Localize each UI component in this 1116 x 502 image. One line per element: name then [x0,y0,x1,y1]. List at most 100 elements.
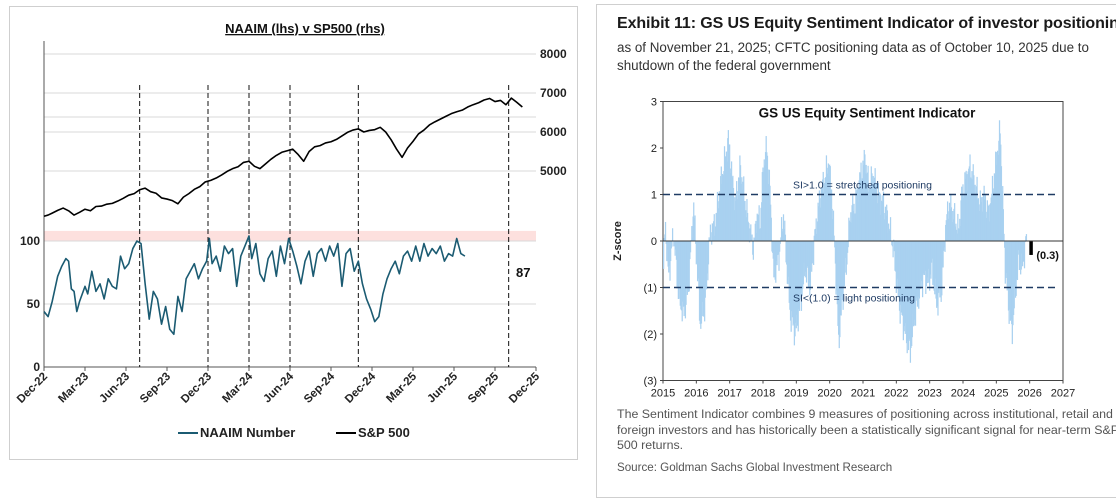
sentiment-bar [737,191,739,241]
x-tick-label: 2025 [984,388,1008,400]
sentiment-bar [945,224,947,241]
y-right-tick-label: 5000 [540,164,567,178]
sentiment-bar [1002,186,1004,241]
sentiment-bar [739,165,742,241]
sentiment-bar [943,241,946,248]
sentiment-bar [1019,241,1021,264]
sentiment-bar [670,241,672,249]
sentiment-bar [1005,241,1008,274]
sentiment-bar [835,241,837,295]
sentiment-bar [921,241,924,298]
sentiment-bar [859,174,862,241]
sentiment-bar [771,241,774,253]
sentiment-bar [757,214,759,241]
sentiment-bar [925,241,927,294]
sentiment-bar [994,174,996,241]
sentiment-bar [973,193,976,241]
sentiment-bar [939,241,942,289]
sentiment-bar [677,241,679,300]
sentiment-bar [669,241,671,281]
sentiment-bar [950,207,953,241]
sentiment-bar [896,241,898,290]
sentiment-bar [964,172,966,241]
sentiment-bar [966,190,969,241]
sentiment-bar [763,171,765,241]
sentiment-bar [830,189,833,241]
sentiment-bar [980,201,983,241]
sentiment-bar [673,241,675,247]
sentiment-bar [682,241,684,302]
sentiment-bar [820,187,822,241]
sentiment-bar [818,190,821,241]
sentiment-bar [713,221,715,241]
sentiment-bar [991,175,994,241]
sentiment-bar [978,204,980,241]
sentiment-bar [733,210,735,241]
sentiment-bar [1014,241,1017,298]
sentiment-bar [779,241,781,252]
sentiment-bar [802,241,804,285]
sentiment-bar [877,183,879,241]
x-tick-label: Dec-22 [15,371,50,406]
sentiment-bar [904,241,906,327]
sentiment-bar [1024,241,1026,243]
sentiment-bar [830,189,832,241]
sentiment-bar [700,241,703,324]
sentiment-bar [721,183,723,241]
x-tick-label: 2019 [784,388,808,400]
sentiment-bar [829,166,831,241]
sentiment-bar [695,241,697,244]
sentiment-bar [728,144,730,241]
sentiment-bar [870,166,872,241]
sentiment-bar [752,241,754,260]
x-tick-label: 2021 [851,388,875,400]
sentiment-bar [845,241,847,275]
sentiment-bar [843,241,846,286]
sentiment-bar [707,241,710,265]
sentiment-bar [995,152,997,241]
x-tick-label: 2015 [651,388,675,400]
sentiment-bar [888,223,890,241]
sentiment-bar [755,233,758,241]
sentiment-bar [783,228,785,241]
sentiment-bar [683,241,685,317]
sentiment-bar [915,241,917,301]
sentiment-bar [749,228,751,241]
sentiment-bar [1015,241,1017,296]
x-tick-label: 2020 [817,388,841,400]
sentiment-bar [908,241,910,339]
sentiment-bar [911,241,913,346]
sentiment-bar [724,156,726,241]
sentiment-bar [850,222,853,241]
sentiment-bar [694,215,696,241]
sentiment-bar [780,217,783,241]
sentiment-bar [663,237,665,241]
sentiment-bar [693,218,696,241]
sentiment-bar [832,210,835,241]
sentiment-bar [964,178,967,241]
sentiment-bar [754,238,756,241]
sentiment-bar [907,241,909,342]
sentiment-bar [927,241,929,269]
sentiment-bar [919,241,921,279]
sentiment-bar [977,198,979,241]
sentiment-bar [720,166,722,241]
sentiment-bar [809,241,811,296]
sentiment-bar [887,232,889,241]
sentiment-bar [936,241,938,306]
sentiment-bar [691,237,694,241]
sentiment-bar [900,241,902,305]
sentiment-bar [924,241,926,271]
sentiment-bar [809,241,812,291]
sentiment-bar [775,241,778,262]
sentiment-bar [795,241,797,329]
sentiment-bar [679,241,681,306]
sentiment-bar [797,241,799,332]
sentiment-bar [774,241,776,280]
sentiment-bar [701,241,703,302]
sentiment-bar [679,241,681,285]
chart-title: NAAIM (lhs) v SP500 (rhs) [225,21,385,36]
sentiment-bar [905,241,908,344]
sentiment-bar [932,241,935,283]
sentiment-bar [868,191,870,241]
